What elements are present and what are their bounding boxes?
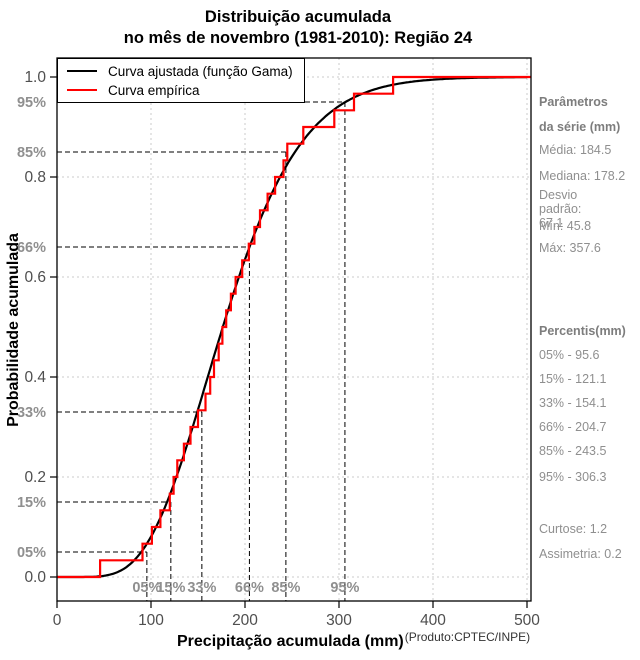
y-percentile-label: 15% xyxy=(17,495,46,511)
x-tick-label: 0 xyxy=(53,612,62,629)
stats-sidebar: Parâmetros da série (mm) Média: 184.5 Me… xyxy=(539,0,638,660)
legend: Curva ajustada (função Gama) Curva empír… xyxy=(57,58,305,103)
x-percentile-label: 85% xyxy=(271,580,300,596)
legend-item-empirical: Curva empírica xyxy=(67,83,304,98)
y-percentile-label: 85% xyxy=(17,145,46,161)
x-tick-label: 200 xyxy=(232,612,258,629)
page-title-line2: no mês de novembro (1981-2010): Região 2… xyxy=(123,29,473,47)
params-title-line2: da série (mm) xyxy=(539,120,621,134)
params-title-line1: Parâmetros xyxy=(539,95,608,109)
stat-curtose: Curtose: 1.2 xyxy=(539,522,608,536)
x-tick-label: 500 xyxy=(514,612,540,629)
y-tick-label: 0.6 xyxy=(24,269,46,286)
stat-max: Máx: 357.6 xyxy=(539,241,601,255)
y-axis-title: Probabilidade acumulada xyxy=(5,233,22,427)
percentiles-title: Percentis(mm) xyxy=(539,324,626,338)
x-percentile-label: 05% xyxy=(132,580,161,596)
y-tick-label: 0.2 xyxy=(24,469,46,486)
x-tick-label: 300 xyxy=(326,612,352,629)
legend-label-gamma: Curva ajustada (função Gama) xyxy=(108,63,293,79)
x-tick-label: 400 xyxy=(420,612,446,629)
y-tick-label: 0.8 xyxy=(24,169,46,186)
y-percentile-label: 33% xyxy=(17,405,46,421)
legend-line-sample-gamma xyxy=(67,69,97,73)
empirical-curve xyxy=(57,75,531,579)
stat-media: Média: 184.5 xyxy=(539,143,612,157)
legend-line-sample-empirical xyxy=(67,88,97,92)
x-tick-label: 100 xyxy=(138,612,164,629)
x-percentile-label: 66% xyxy=(235,580,264,596)
y-tick-label: 0.4 xyxy=(24,369,46,386)
percentile-66: 66% - 204.7 xyxy=(539,420,607,434)
y-tick-label: 0.0 xyxy=(24,569,46,586)
plot-border xyxy=(56,57,532,602)
x-axis-title: Precipitação acumulada (mm) xyxy=(177,633,404,650)
stat-min: Mín: 45.8 xyxy=(539,219,592,233)
stat-mediana: Mediana: 178.2 xyxy=(539,169,626,183)
percentile-85: 85% - 243.5 xyxy=(539,444,607,458)
x-percentile-label: 15% xyxy=(156,580,185,596)
y-percentile-label: 95% xyxy=(17,95,46,111)
y-tick-label: 1.0 xyxy=(24,69,46,86)
page-title: Distribuição acumulada no mês de novembr… xyxy=(0,7,596,49)
percentile-95: 95% - 306.3 xyxy=(539,470,607,484)
page-title-line1: Distribuição acumulada xyxy=(204,8,392,26)
percentile-33: 33% - 154.1 xyxy=(539,396,607,410)
gamma-curve xyxy=(57,76,527,579)
legend-label-empirical: Curva empírica xyxy=(108,82,200,98)
x-percentile-label: 33% xyxy=(187,580,216,596)
y-percentile-label: 05% xyxy=(17,545,46,561)
percentile-15: 15% - 121.1 xyxy=(539,372,607,386)
x-axis-title-row: Precipitação acumulada (mm)(Produto:CPTE… xyxy=(177,630,531,651)
stat-assimetria: Assimetria: 0.2 xyxy=(539,547,622,561)
stat-desvio-padrao: Desvio padrão: 67.1 xyxy=(539,188,582,230)
source-note: (Produto:CPTEC/INPE) xyxy=(404,630,531,644)
y-percentile-label: 66% xyxy=(17,240,46,256)
percentile-05: 05% - 95.6 xyxy=(539,348,600,362)
x-percentile-label: 95% xyxy=(330,580,359,596)
legend-item-gamma: Curva ajustada (função Gama) xyxy=(67,64,304,79)
